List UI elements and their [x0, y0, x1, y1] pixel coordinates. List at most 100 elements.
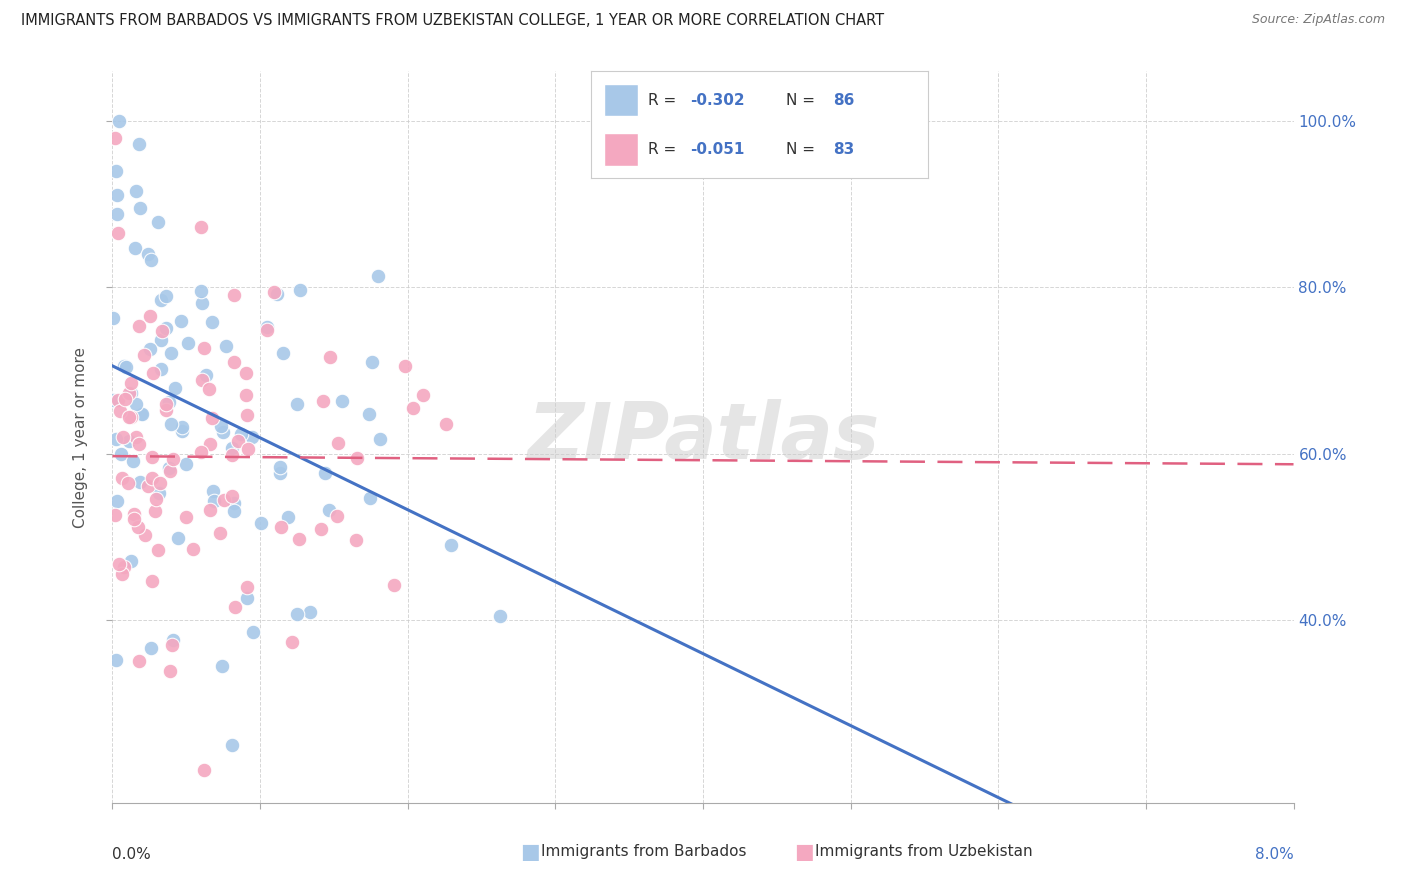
- Point: [157, 394, 180, 409]
- Point: [157, 461, 180, 475]
- Point: [128, 319, 150, 334]
- Text: 0.0%: 0.0%: [112, 847, 152, 862]
- Point: [330, 393, 353, 408]
- Point: [177, 336, 200, 351]
- Point: [128, 654, 150, 668]
- Point: [122, 507, 145, 521]
- Point: [129, 407, 152, 421]
- Point: [190, 445, 212, 459]
- Point: [112, 560, 135, 574]
- Point: [402, 401, 425, 415]
- Point: [318, 503, 340, 517]
- Point: [160, 417, 183, 431]
- Point: [359, 407, 381, 421]
- Point: [128, 137, 150, 152]
- Point: [149, 293, 172, 307]
- Point: [107, 393, 129, 408]
- Point: [107, 226, 129, 240]
- Point: [104, 432, 127, 446]
- Point: [141, 574, 163, 589]
- Text: Immigrants from Barbados: Immigrants from Barbados: [541, 845, 747, 859]
- Y-axis label: College, 1 year or more: College, 1 year or more: [73, 347, 89, 527]
- Point: [170, 424, 193, 438]
- Point: [105, 188, 128, 202]
- Point: [120, 554, 142, 568]
- Point: [270, 520, 292, 534]
- Point: [489, 608, 512, 623]
- Point: [148, 486, 170, 500]
- Bar: [605, 134, 638, 166]
- Text: Source: ZipAtlas.com: Source: ZipAtlas.com: [1251, 13, 1385, 27]
- Point: [111, 470, 134, 484]
- Point: [121, 454, 143, 468]
- Point: [148, 542, 170, 557]
- Point: [190, 219, 212, 234]
- Point: [174, 510, 197, 524]
- Point: [141, 640, 163, 655]
- Point: [134, 527, 156, 541]
- Point: [127, 520, 149, 534]
- Point: [326, 508, 349, 523]
- Point: [394, 359, 416, 373]
- Point: [138, 479, 160, 493]
- Point: [104, 131, 127, 145]
- Point: [112, 430, 135, 444]
- Point: [222, 504, 245, 518]
- Point: [120, 376, 142, 391]
- Point: [145, 491, 167, 506]
- Text: ■: ■: [794, 842, 814, 862]
- Point: [195, 368, 218, 382]
- Point: [209, 419, 232, 434]
- Point: [212, 493, 235, 508]
- Point: [150, 362, 173, 376]
- Point: [359, 491, 381, 506]
- Point: [118, 385, 141, 400]
- Point: [108, 558, 131, 572]
- Point: [101, 393, 124, 408]
- Point: [224, 496, 246, 510]
- Point: [273, 345, 295, 359]
- Point: [235, 388, 257, 402]
- Point: [122, 512, 145, 526]
- Point: [236, 408, 259, 422]
- Point: [159, 464, 181, 478]
- Point: [128, 202, 150, 216]
- Point: [114, 392, 136, 407]
- Point: [236, 580, 259, 594]
- Point: [266, 286, 288, 301]
- Point: [162, 452, 184, 467]
- Point: [141, 471, 163, 485]
- Point: [344, 533, 367, 547]
- Point: [288, 283, 311, 297]
- Text: ZIPatlas: ZIPatlas: [527, 399, 879, 475]
- Point: [202, 484, 225, 499]
- Point: [148, 215, 170, 229]
- Point: [269, 459, 291, 474]
- Point: [200, 437, 222, 451]
- Point: [281, 635, 304, 649]
- Text: R =: R =: [648, 142, 681, 157]
- Point: [191, 373, 214, 387]
- Point: [277, 509, 299, 524]
- Point: [222, 288, 245, 302]
- Point: [115, 359, 138, 374]
- Point: [142, 366, 165, 380]
- Point: [103, 310, 125, 325]
- Point: [166, 531, 188, 545]
- Point: [117, 434, 139, 448]
- Point: [384, 578, 406, 592]
- Point: [139, 309, 162, 323]
- Point: [236, 591, 259, 605]
- Point: [110, 447, 132, 461]
- Point: [224, 600, 246, 615]
- Point: [368, 432, 391, 446]
- Point: [240, 430, 263, 444]
- Point: [231, 426, 253, 441]
- Point: [108, 114, 131, 128]
- Point: [118, 409, 141, 424]
- Point: [200, 502, 222, 516]
- Point: [309, 522, 332, 536]
- Point: [174, 457, 197, 471]
- Bar: [605, 84, 638, 116]
- Text: IMMIGRANTS FROM BARBADOS VS IMMIGRANTS FROM UZBEKISTAN COLLEGE, 1 YEAR OR MORE C: IMMIGRANTS FROM BARBADOS VS IMMIGRANTS F…: [21, 13, 884, 29]
